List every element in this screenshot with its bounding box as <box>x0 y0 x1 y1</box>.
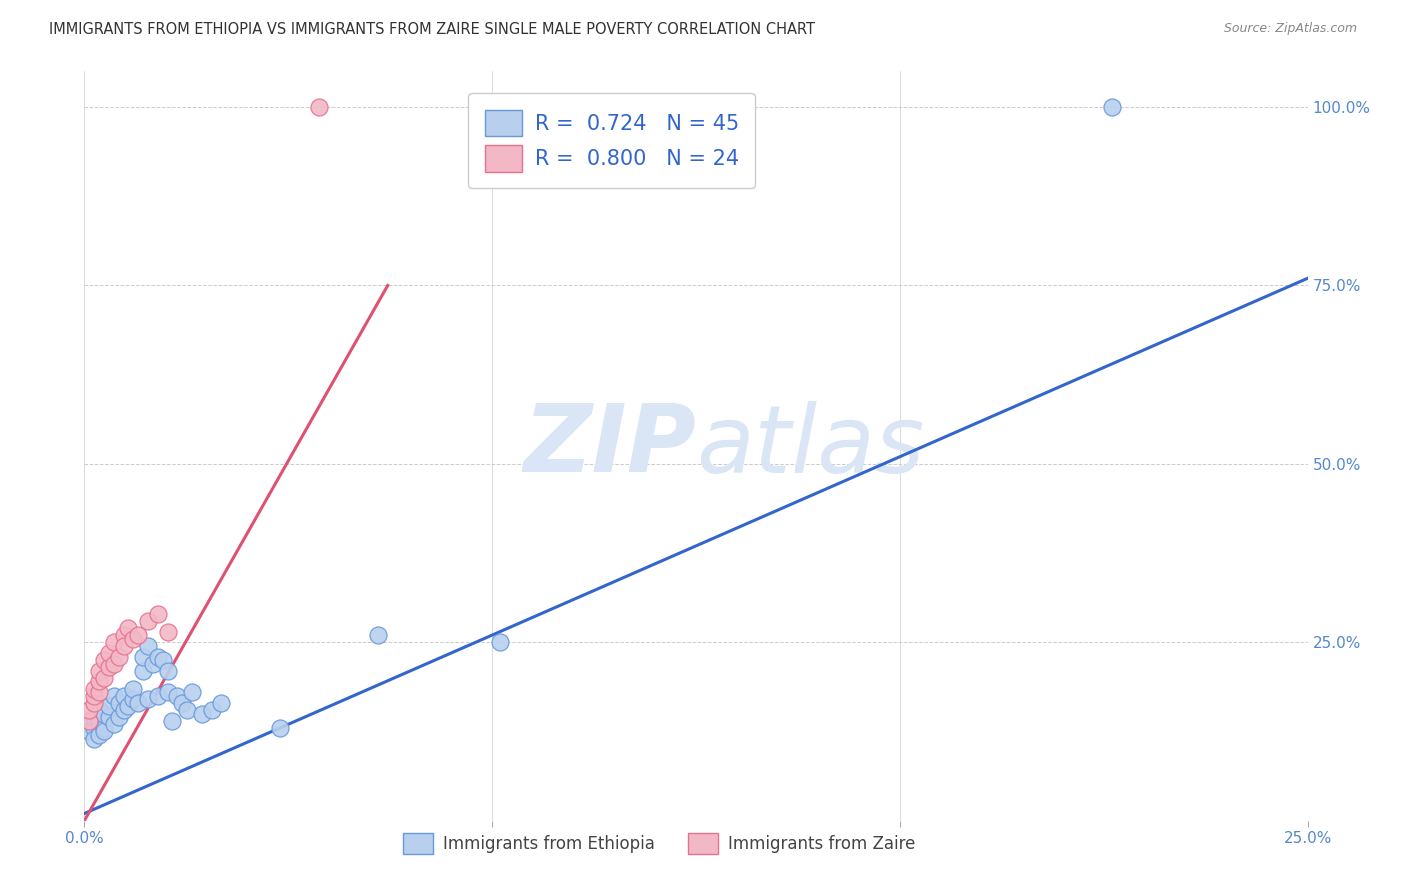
Point <box>87 714 110 728</box>
Point <box>87 664 110 678</box>
Point <box>87 685 110 699</box>
Point <box>127 696 149 710</box>
Point <box>112 689 135 703</box>
Point <box>97 699 120 714</box>
Point <box>83 710 105 724</box>
Point <box>93 671 115 685</box>
Point <box>269 721 291 735</box>
Point <box>87 674 110 689</box>
Point <box>97 660 120 674</box>
Point <box>136 639 159 653</box>
Point <box>103 689 125 703</box>
Legend: Immigrants from Ethiopia, Immigrants from Zaire: Immigrants from Ethiopia, Immigrants fro… <box>396 826 922 861</box>
Point <box>127 628 149 642</box>
Text: atlas: atlas <box>696 401 924 491</box>
Point <box>112 639 135 653</box>
Point <box>103 657 125 671</box>
Point <box>152 653 174 667</box>
Point <box>97 710 120 724</box>
Point <box>132 664 155 678</box>
Text: ZIP: ZIP <box>523 400 696 492</box>
Point <box>87 703 110 717</box>
Point <box>489 635 512 649</box>
Point <box>93 721 115 735</box>
Point <box>93 724 115 739</box>
Point <box>142 657 165 671</box>
Point <box>117 699 139 714</box>
Point <box>83 731 105 746</box>
Point <box>176 703 198 717</box>
Point <box>103 635 125 649</box>
Point <box>209 696 232 710</box>
Point <box>77 703 100 717</box>
Point <box>112 628 135 642</box>
Point <box>107 696 129 710</box>
Point <box>172 696 194 710</box>
Point <box>146 689 169 703</box>
Point <box>156 664 179 678</box>
Point <box>107 649 129 664</box>
Point <box>77 717 100 731</box>
Point <box>122 681 145 696</box>
Point <box>162 714 184 728</box>
Point <box>117 621 139 635</box>
Point <box>77 724 100 739</box>
Point <box>132 649 155 664</box>
Point <box>83 681 105 696</box>
Point <box>83 696 105 710</box>
Text: Source: ZipAtlas.com: Source: ZipAtlas.com <box>1223 22 1357 36</box>
Point <box>156 685 179 699</box>
Point <box>146 649 169 664</box>
Point <box>122 632 145 646</box>
Point <box>87 728 110 742</box>
Point <box>166 689 188 703</box>
Point <box>146 607 169 621</box>
Point <box>200 703 222 717</box>
Point <box>367 628 389 642</box>
Point <box>83 689 105 703</box>
Point <box>107 710 129 724</box>
Point <box>136 614 159 628</box>
Point <box>191 706 214 721</box>
Text: IMMIGRANTS FROM ETHIOPIA VS IMMIGRANTS FROM ZAIRE SINGLE MALE POVERTY CORRELATIO: IMMIGRANTS FROM ETHIOPIA VS IMMIGRANTS F… <box>49 22 815 37</box>
Point <box>308 100 330 114</box>
Point <box>1101 100 1123 114</box>
Point <box>103 717 125 731</box>
Point <box>77 714 100 728</box>
Point <box>97 646 120 660</box>
Point <box>122 692 145 706</box>
Point <box>156 624 179 639</box>
Point <box>136 692 159 706</box>
Point <box>93 706 115 721</box>
Point <box>112 703 135 717</box>
Point <box>93 653 115 667</box>
Point <box>83 721 105 735</box>
Point <box>181 685 204 699</box>
